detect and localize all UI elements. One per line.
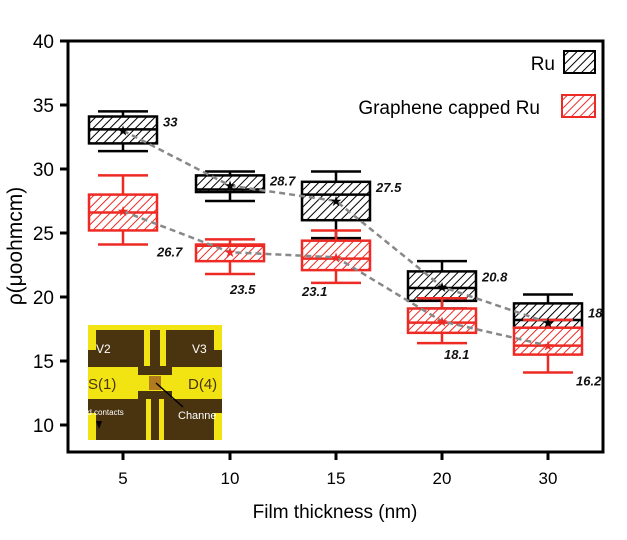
inset-label-drain: D(4) [188, 376, 217, 393]
mean-value-label: 27.5 [375, 180, 402, 195]
y-tick-label: 10 [33, 416, 54, 437]
y-tick-label: 25 [33, 224, 54, 245]
inset-label-source: S(1) [88, 376, 116, 393]
mean-value-label: 23.5 [229, 282, 256, 297]
y-tick-label: 30 [33, 160, 54, 181]
inset-label-v2: V2 [96, 342, 111, 356]
inset-label-v3: V3 [192, 342, 207, 356]
inset-label-pd-contacts: Pd contacts [82, 408, 124, 417]
legend-swatch-graphene-capped-ru [561, 94, 596, 118]
mean-star-marker: ★ [330, 249, 343, 265]
mean-value-label: 23.1 [301, 284, 327, 299]
y-tick-label: 40 [33, 32, 54, 53]
legend-label-ru: Ru [531, 54, 555, 75]
legend-label-graphene-capped-ru: Graphene capped Ru [358, 98, 540, 119]
box [512, 326, 584, 356]
mean-value-label: 33 [163, 115, 178, 130]
mean-trend-line [122, 129, 549, 324]
box [194, 174, 266, 194]
x-tick-label: 10 [221, 469, 240, 488]
mean-star-marker: ★ [117, 123, 130, 139]
mean-star-marker: ★ [224, 244, 237, 260]
mean-star-marker: ★ [436, 279, 449, 295]
box [300, 239, 372, 272]
x-tick-label: 20 [433, 469, 452, 488]
x-axis-label: Film thickness (nm) [253, 502, 418, 523]
box [300, 180, 372, 222]
mean-trend-ru: ★ 33 ★ 28.7 ★ 27.5 ★ 20.8 ★ 18 [117, 115, 604, 331]
device-inset-image: V2 V3 S(1) D(4) Pd contacts Channe [82, 325, 222, 440]
legend: Ru Graphene capped Ru [358, 50, 596, 119]
legend-swatch-ru [563, 50, 596, 74]
x-tick-label: 15 [327, 469, 346, 488]
y-tick-label: 15 [33, 352, 54, 373]
mean-value-label: 18.1 [444, 347, 469, 362]
y-tick-label: 20 [33, 288, 54, 309]
y-tick-label: 35 [33, 96, 54, 117]
y-axis-label: ρ(μoohmcm) [4, 187, 27, 306]
mean-star-marker: ★ [542, 338, 555, 354]
mean-star-marker: ★ [436, 313, 449, 329]
mean-trend-line [122, 210, 549, 347]
mean-value-label: 20.8 [481, 269, 508, 284]
x-tick-label: 5 [118, 469, 127, 488]
series-ru [87, 110, 584, 337]
inset-label-channel: Channe [178, 410, 217, 422]
mean-star-marker: ★ [330, 193, 343, 209]
mean-value-label: 18 [588, 305, 603, 320]
mean-value-label: 16.2 [576, 374, 602, 389]
mean-value-label: 28.7 [269, 173, 296, 188]
mean-trend-graphene-capped-ru: ★ 26.7 ★ 23.5 ★ 23.1 ★ 18.1 ★ 16.2 [117, 203, 602, 388]
mean-value-label: 26.7 [156, 245, 183, 260]
mean-star-marker: ★ [117, 203, 130, 219]
mean-star-marker: ★ [224, 178, 237, 194]
x-tick-label: 30 [539, 469, 558, 488]
mean-star-marker: ★ [542, 315, 555, 331]
